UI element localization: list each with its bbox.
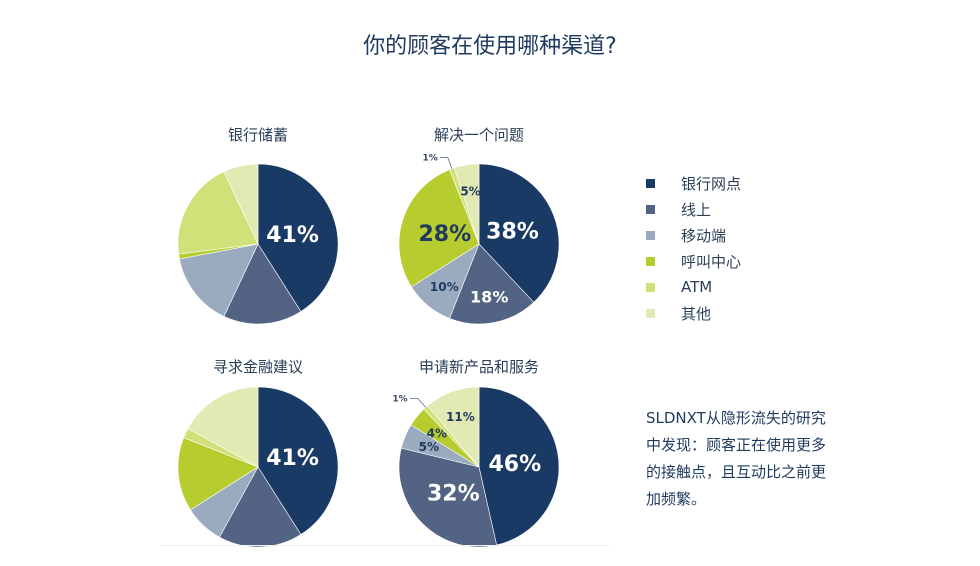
legend-label: ATM: [681, 278, 713, 296]
pie-slice: [179, 243, 259, 317]
legend-item-other: 其他: [646, 300, 741, 326]
slice-label: 32%: [427, 481, 480, 506]
slice-label: 28%: [418, 222, 471, 247]
legend-label: 移动端: [681, 226, 727, 245]
pie-title-advice: 寻求金融建议: [212, 358, 303, 376]
pie-slice: [478, 386, 560, 546]
pie-slice: [223, 163, 259, 245]
slice-label: 11%: [446, 410, 475, 424]
pie-slice: [219, 466, 302, 548]
pie-slice: [223, 243, 302, 325]
pie-chart-advice: 41%: [177, 386, 339, 548]
pie-title-problem: 解决一个问题: [433, 126, 524, 144]
pie-slice: [177, 437, 259, 511]
legend-swatch: [646, 308, 655, 318]
pie-slice: [478, 163, 560, 303]
pie-title-new-products: 申请新产品和服务: [418, 358, 539, 376]
slice-label: 41%: [266, 223, 319, 248]
slice-label: 18%: [470, 287, 508, 306]
legend-item-mobile: 移动端: [646, 222, 741, 248]
slice-label: 10%: [430, 280, 459, 294]
slice-label: 38%: [486, 220, 539, 245]
pie-chart-problem: 38% 18% 10% 28% 1% 5%: [398, 153, 560, 325]
pie-chart-new-products: 46% 32% 5%4% 1% 11%: [392, 386, 560, 548]
pie-slice: [453, 163, 480, 245]
legend: 银行网点 线上 移动端 呼叫中心 ATM 其他: [646, 170, 741, 326]
legend-swatch: [646, 178, 655, 188]
pie-title-savings: 银行储蓄: [227, 126, 288, 144]
slice-label: 41%: [266, 446, 319, 471]
page-title: 你的顾客在使用哪种渠道?: [363, 34, 617, 59]
pie-slice: [449, 243, 535, 325]
slice-label: 46%: [488, 452, 541, 477]
legend-swatch: [646, 230, 655, 240]
legend-item-atm: ATM: [646, 274, 741, 300]
legend-swatch: [646, 256, 655, 266]
slice-label: 4%: [427, 427, 447, 441]
pie-slice: [257, 163, 339, 312]
pie-slice: [257, 386, 339, 535]
legend-item-online: 线上: [646, 196, 741, 222]
divider-line: [160, 545, 610, 546]
pie-slice: [187, 386, 259, 468]
pie-chart-savings: 41%: [177, 163, 339, 325]
legend-label: 线上: [681, 200, 712, 219]
leader-line: [409, 397, 426, 408]
legend-item-branch: 银行网点: [646, 170, 741, 196]
slice-label: 1%: [423, 153, 438, 163]
legend-swatch: [646, 282, 655, 292]
pie-slice: [398, 447, 497, 548]
leader-line: [439, 157, 453, 169]
slice-label: 5%: [419, 440, 439, 454]
slice-label: 1%: [392, 394, 407, 404]
legend-label: 其他: [681, 304, 712, 323]
pie-slice: [177, 171, 259, 255]
legend-item-call-center: 呼叫中心: [646, 248, 741, 274]
slice-label: 5%: [460, 184, 480, 198]
legend-label: 呼叫中心: [681, 252, 742, 271]
legend-label: 银行网点: [681, 174, 742, 193]
research-note: SLDNXT从隐形流失的研究中发现：顾客正在使用更多的接触点，且互动比之前更加频…: [646, 409, 827, 508]
pie-slice: [427, 386, 480, 468]
legend-swatch: [646, 204, 655, 214]
pie-slice: [398, 169, 480, 288]
